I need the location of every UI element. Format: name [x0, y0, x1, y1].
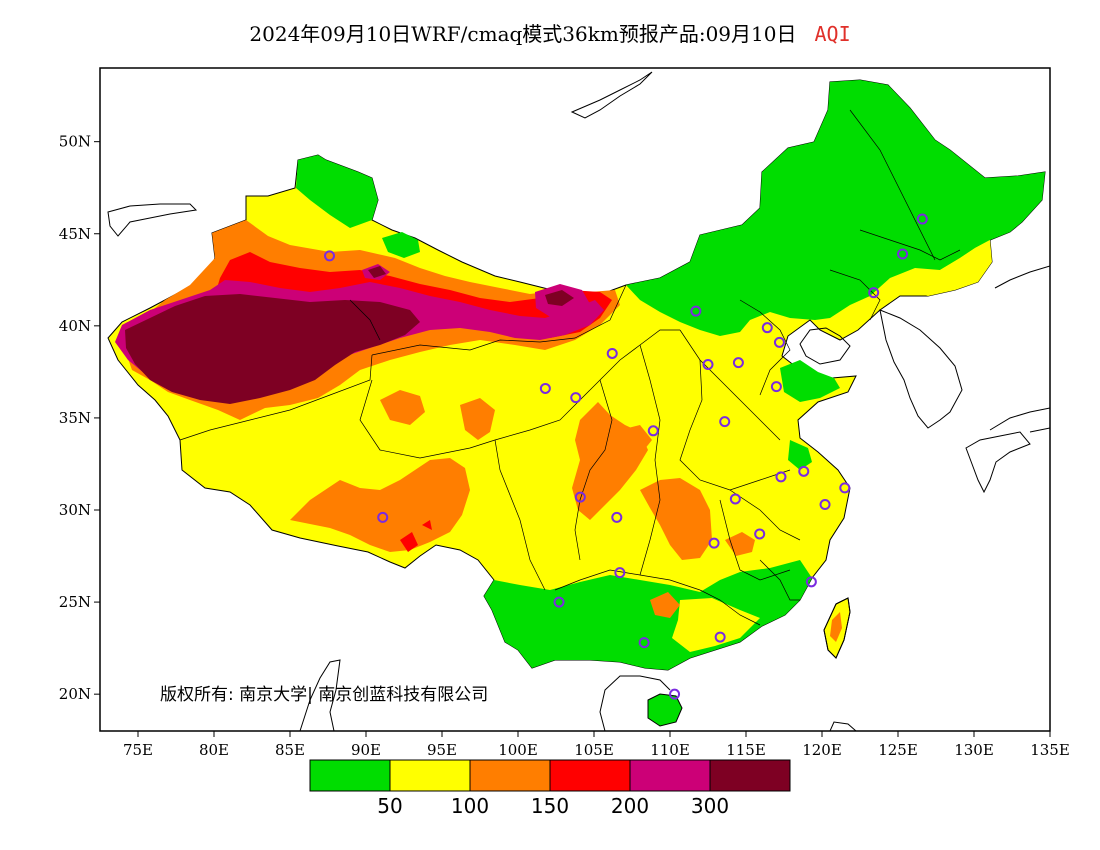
city-marker: [761, 322, 773, 334]
colorbar-swatch-very-unhealthy: [629, 759, 711, 792]
region-sensitive-henan: [620, 425, 652, 455]
city-marker: [611, 511, 623, 523]
taiwan-orange: [830, 612, 842, 642]
city-marker: [638, 637, 650, 649]
colorbar: 50 100 150 200 300: [309, 759, 791, 818]
city-markers: [324, 213, 928, 700]
x-tick-label: 95E: [427, 741, 457, 759]
island-hainan: [647, 693, 683, 727]
colorbar-swatch-hazardous: [709, 759, 791, 792]
copyright-text: 版权所有: 南京大学| 南京创蓝科技有限公司: [160, 685, 489, 705]
city-marker: [690, 305, 702, 317]
region-good-altai: [382, 232, 420, 258]
island-taiwan-outline: [823, 597, 851, 659]
colorbar-break-label: 150: [531, 794, 569, 818]
city-marker: [324, 250, 336, 262]
region-moderate-guangdong: [672, 598, 760, 652]
city-marker: [868, 287, 880, 299]
region-sensitive-jiangxi: [725, 532, 755, 556]
y-tick-label: 30N: [59, 501, 91, 519]
plot-frame: [99, 67, 1051, 732]
x-tick-label: 110E: [650, 741, 690, 759]
province-boundaries: [179, 109, 961, 626]
colorbar-break-label: 300: [691, 794, 729, 818]
y-axis: 20N 25N 30N 35N 40N 45N 50N: [59, 133, 100, 703]
city-marker: [805, 576, 817, 588]
region-sensitive-qinghai: [380, 390, 425, 425]
colorbar-break-label: 100: [451, 794, 489, 818]
colorbar-swatch-moderate: [389, 759, 471, 792]
title-text: 2024年09月10日WRF/cmaq模式36km预报产品:09月10日: [249, 22, 797, 46]
y-tick-label: 35N: [59, 409, 91, 427]
x-tick-label: 80E: [199, 741, 229, 759]
region-sensitive-hunan: [640, 478, 712, 560]
city-marker: [708, 537, 720, 549]
city-marker: [714, 631, 726, 643]
region-hazardous-spot: [368, 266, 386, 278]
city-marker: [553, 596, 565, 608]
map-layers: [107, 71, 1050, 731]
city-marker: [754, 528, 766, 540]
y-tick-label: 20N: [59, 685, 91, 703]
x-tick-label: 90E: [351, 741, 381, 759]
region-unhealthy-tibet: [400, 532, 418, 552]
city-marker: [702, 359, 714, 371]
coastlines: [107, 71, 1050, 731]
city-marker: [606, 347, 618, 359]
city-marker: [574, 491, 586, 503]
x-tick-label: 130E: [954, 741, 994, 759]
x-axis: 75E 80E 85E 90E 95E 100E 105E 110E 115E 120E 125E 1…: [123, 731, 1070, 759]
x-tick-label: 115E: [726, 741, 766, 759]
region-sensitive-tibet: [290, 458, 470, 552]
y-tick-label: 45N: [59, 225, 91, 243]
colorbar-break-label: 50: [377, 794, 402, 818]
city-marker: [775, 471, 787, 483]
x-tick-label: 120E: [802, 741, 842, 759]
city-marker: [647, 425, 659, 437]
region-good-jiangsu: [788, 440, 812, 470]
city-marker: [798, 465, 810, 477]
region-sensitive-qinghai-east: [460, 398, 495, 440]
y-tick-label: 25N: [59, 593, 91, 611]
city-marker: [839, 482, 851, 494]
city-marker: [732, 357, 744, 369]
x-tick-label: 85E: [275, 741, 305, 759]
colorbar-swatch-sensitive: [469, 759, 551, 792]
city-marker: [669, 688, 681, 700]
x-tick-label: 105E: [574, 741, 614, 759]
region-good-north-xinjiang: [296, 155, 378, 228]
y-tick-label: 50N: [59, 133, 91, 151]
map-title: 2024年09月10日WRF/cmaq模式36km预报产品:09月10日 AQI: [0, 18, 1100, 47]
city-marker: [719, 416, 731, 428]
city-marker: [916, 213, 928, 225]
city-marker: [729, 493, 741, 505]
x-tick-label: 75E: [123, 741, 153, 759]
colorbar-break-label: 200: [611, 794, 649, 818]
colorbar-swatch-good: [309, 759, 391, 792]
region-moderate-northeast-strip: [905, 240, 992, 296]
region-hazardous-taklimakan: [125, 294, 420, 404]
region-good-northeast: [626, 80, 1045, 336]
city-marker: [614, 567, 626, 579]
city-marker: [377, 511, 389, 523]
colorbar-swatch-unhealthy: [549, 759, 631, 792]
city-marker: [773, 336, 785, 348]
region-hazardous-east: [545, 290, 574, 306]
city-marker: [539, 382, 551, 394]
city-marker: [819, 498, 831, 510]
region-good-shandong: [780, 360, 840, 402]
region-sensitive-guangxi: [650, 592, 680, 618]
x-tick-label: 100E: [498, 741, 538, 759]
region-good-south: [484, 560, 812, 670]
city-marker: [770, 381, 782, 393]
x-tick-label: 135E: [1030, 741, 1070, 759]
x-tick-label: 125E: [878, 741, 918, 759]
city-marker: [897, 248, 909, 260]
region-unhealthy-tibet-2: [422, 520, 432, 530]
y-tick-label: 40N: [59, 317, 91, 335]
city-marker: [570, 392, 582, 404]
title-variable: AQI: [814, 22, 851, 46]
